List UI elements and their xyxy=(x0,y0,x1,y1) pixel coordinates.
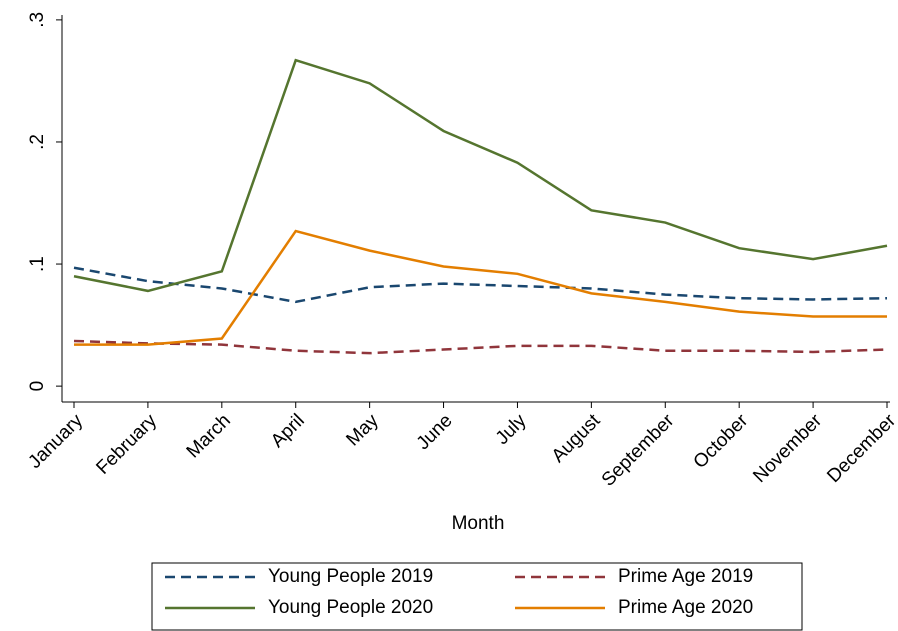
legend-label: Young People 2019 xyxy=(268,566,433,587)
x-tick-label: August xyxy=(548,410,605,467)
series-line xyxy=(73,266,888,304)
x-tick-label: September xyxy=(598,410,679,491)
x-tick-label: November xyxy=(749,410,826,487)
x-tick-label: June xyxy=(413,410,457,454)
x-tick-label: February xyxy=(92,410,161,479)
series-line xyxy=(73,58,888,293)
x-tick-label: May xyxy=(342,410,383,451)
x-tick-label: March xyxy=(183,410,235,462)
legend-label: Prime Age 2019 xyxy=(618,566,753,587)
y-tick-label: .1 xyxy=(27,256,48,272)
y-tick-label: .3 xyxy=(27,12,48,28)
x-tick-label: January xyxy=(24,410,87,473)
legend-label: Prime Age 2020 xyxy=(618,597,753,618)
x-tick-label: July xyxy=(492,410,531,449)
x-axis-title: Month xyxy=(452,513,505,534)
legend-box xyxy=(151,562,803,631)
y-tick-label: 0 xyxy=(27,381,48,392)
series-line xyxy=(73,339,888,355)
x-tick-label: December xyxy=(823,410,898,487)
series-line xyxy=(74,229,887,346)
x-tick-label: October xyxy=(690,410,753,473)
legend-label: Young People 2020 xyxy=(268,597,433,618)
y-tick-label: .2 xyxy=(27,134,48,150)
x-tick-label: April xyxy=(267,410,309,452)
